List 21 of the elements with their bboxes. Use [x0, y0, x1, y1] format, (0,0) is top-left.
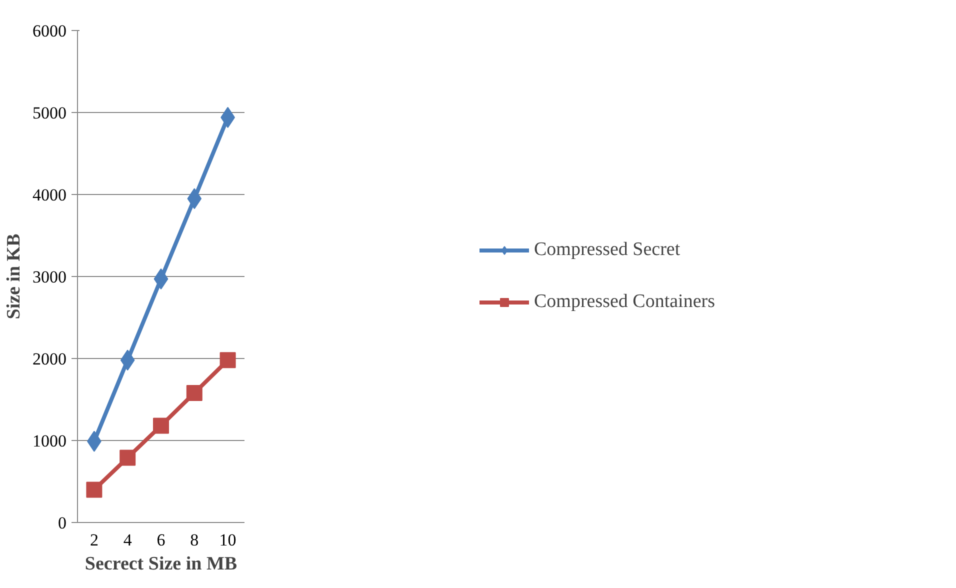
legend-label: Compressed Containers — [534, 291, 716, 313]
point — [86, 482, 102, 498]
y-tick-label: 4000 — [32, 186, 66, 204]
x-tick-label: 6 — [156, 530, 166, 550]
y-tick-label: 2000 — [32, 350, 66, 368]
y-tick-label: 5000 — [32, 104, 66, 122]
point — [186, 384, 202, 401]
y-tick-label: 1000 — [32, 432, 66, 450]
y-tick-label: 3000 — [32, 268, 66, 286]
x-tick-label: 8 — [190, 530, 199, 550]
y-axis-title: Size in KB — [4, 233, 24, 320]
point — [153, 418, 169, 434]
y-tick-label: 6000 — [32, 22, 66, 40]
x-tick-label: 4 — [123, 530, 132, 550]
point — [220, 352, 236, 368]
y-tick-label: 0 — [58, 514, 66, 532]
x-tick-label: 2 — [90, 530, 98, 550]
x-axis-title: Secrect Size in MB — [84, 554, 238, 574]
point — [120, 450, 136, 466]
x-tick-label: 10 — [219, 530, 236, 550]
legend-label: Compressed Secret — [534, 239, 680, 261]
